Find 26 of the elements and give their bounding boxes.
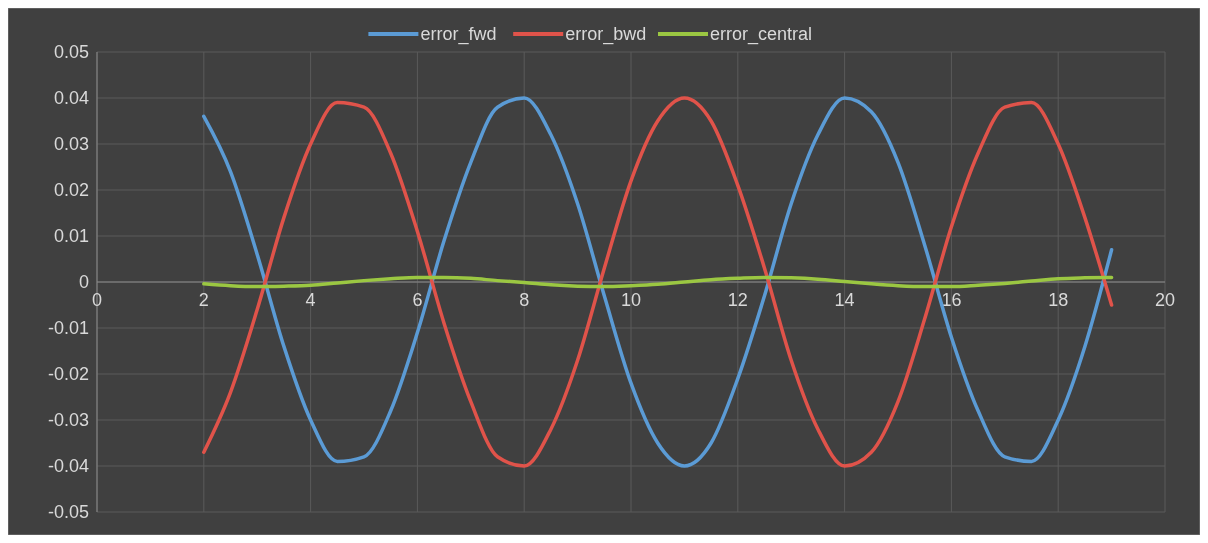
x-tick-label: 14 [834,290,855,310]
legend-label: error_central [710,24,813,45]
y-tick-label: 0.03 [53,134,89,155]
y-tick-label: 0.02 [53,180,89,201]
legend-label: error_bwd [565,24,647,45]
y-tick-label: 0 [78,272,89,293]
x-tick-label: 18 [1048,290,1069,310]
y-tick-label: -0.04 [47,456,89,477]
y-tick-label: -0.02 [47,364,89,385]
x-tick-label: 0 [91,290,103,310]
legend-label: error_fwd [420,24,497,45]
x-tick-label: 6 [412,290,423,310]
y-tick-label: -0.05 [47,502,89,523]
x-tick-label: 8 [519,290,530,310]
line-series [202,275,1114,289]
x-tick-label: 12 [727,290,748,310]
y-tick-label: -0.03 [47,410,89,431]
x-tick-label: 4 [305,290,316,310]
y-tick-label: 0.01 [53,226,89,247]
x-tick-label: 10 [620,290,642,310]
x-tick-label: 20 [1154,290,1176,310]
y-tick-label: 0.05 [53,42,89,63]
x-tick-label: 2 [198,290,209,310]
y-tick-label: -0.01 [47,318,89,339]
y-tick-label: 0.04 [53,88,89,109]
x-tick-label: 16 [941,290,962,310]
